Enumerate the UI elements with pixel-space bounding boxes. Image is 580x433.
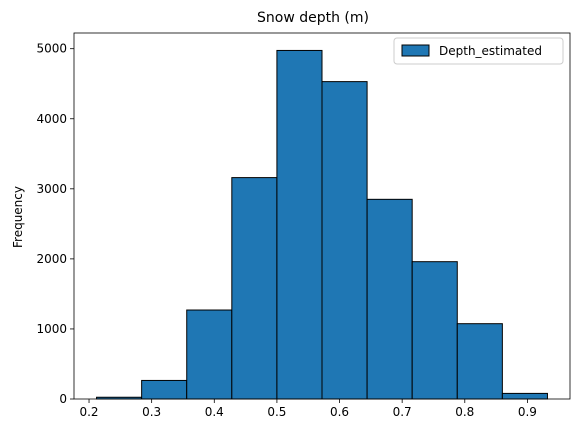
histogram-bar-7 bbox=[366, 198, 413, 400]
x-tick-label: 0.5 bbox=[267, 405, 286, 419]
x-tick-label: 0.6 bbox=[330, 405, 349, 419]
chart-title: Snow depth (m) bbox=[257, 10, 369, 26]
plot-frame bbox=[73, 32, 571, 400]
x-tick-label: 0.8 bbox=[455, 405, 474, 419]
y-tick-label: 3000 bbox=[36, 182, 67, 196]
y-tick-label: 1000 bbox=[36, 322, 67, 336]
y-axis-label: Frequency bbox=[11, 186, 25, 248]
x-axis-ticks: 0.2 0.3 0.4 0.5 0.6 0.7 0.8 0.9 bbox=[79, 399, 537, 419]
x-tick-label: 0.4 bbox=[205, 405, 224, 419]
y-axis-ticks: 0 1000 2000 3000 4000 5000 bbox=[36, 42, 74, 406]
histogram-bar-9 bbox=[456, 323, 503, 400]
legend-box bbox=[393, 37, 564, 65]
histogram-bar-4 bbox=[231, 177, 278, 400]
legend-label: Depth_estimated bbox=[439, 44, 542, 58]
x-tick-label: 0.7 bbox=[393, 405, 412, 419]
histogram-bar-5 bbox=[276, 49, 323, 400]
histogram-bar-10 bbox=[501, 392, 548, 400]
y-tick-label: 4000 bbox=[36, 112, 67, 126]
histogram-bar-6 bbox=[321, 81, 368, 400]
x-tick-label: 0.3 bbox=[142, 405, 161, 419]
histogram-bar-3 bbox=[186, 309, 233, 400]
y-tick-label: 5000 bbox=[36, 42, 67, 56]
y-tick-label: 0 bbox=[59, 392, 67, 406]
histogram-bar-2 bbox=[141, 379, 188, 400]
legend-swatch bbox=[401, 44, 430, 57]
bars-group bbox=[96, 49, 548, 400]
histogram-bar-8 bbox=[411, 261, 458, 400]
x-tick-label: 0.9 bbox=[518, 405, 537, 419]
legend: Depth_estimated bbox=[393, 37, 564, 65]
y-tick-label: 2000 bbox=[36, 252, 67, 266]
x-tick-label: 0.2 bbox=[79, 405, 98, 419]
